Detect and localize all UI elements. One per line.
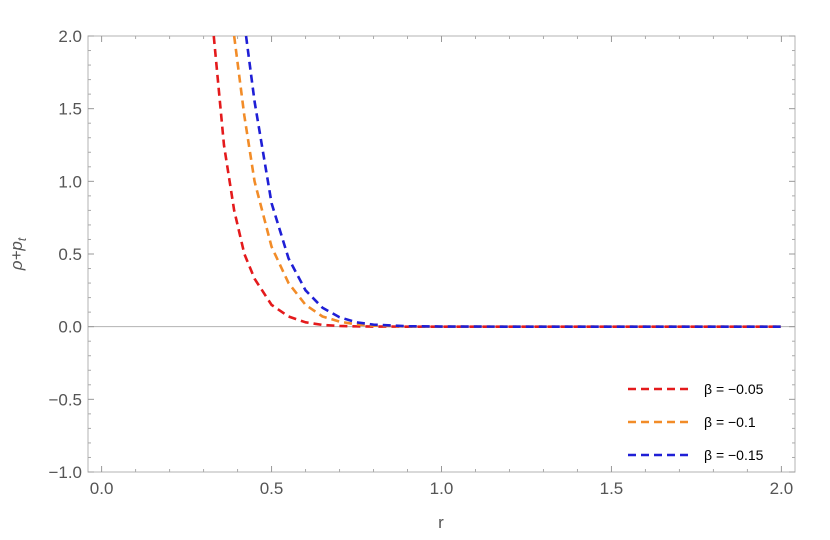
y-tick-label: 0.5 (58, 245, 82, 264)
series-line-1 (212, 35, 782, 328)
x-tick-label: 0.0 (90, 479, 114, 498)
legend-label: β = −0.15 (704, 447, 764, 463)
y-tick-label: −0.5 (48, 390, 82, 409)
series-line-3 (244, 35, 782, 328)
x-tick-label: 1.5 (600, 479, 624, 498)
y-tick-label: 2.0 (58, 27, 82, 46)
plot-frame (87, 35, 796, 473)
y-axis-title-subscript: t (15, 237, 29, 241)
series-line-2 (232, 35, 782, 328)
y-axis-title: ρ+pt (7, 237, 29, 271)
x-axis-title: r (438, 513, 444, 532)
x-tick-label: 1.0 (430, 479, 454, 498)
y-tick-label: −1.0 (48, 463, 82, 482)
y-tick-label: 1.5 (58, 100, 82, 119)
legend-label: β = −0.05 (704, 381, 764, 397)
y-tick-label: 1.0 (58, 172, 82, 191)
x-tick-label: 0.5 (260, 479, 284, 498)
y-tick-label: 0.0 (58, 318, 82, 337)
y-axis-title-main: ρ+p (7, 241, 26, 271)
legend-label: β = −0.1 (704, 414, 756, 430)
x-tick-label: 2.0 (770, 479, 794, 498)
